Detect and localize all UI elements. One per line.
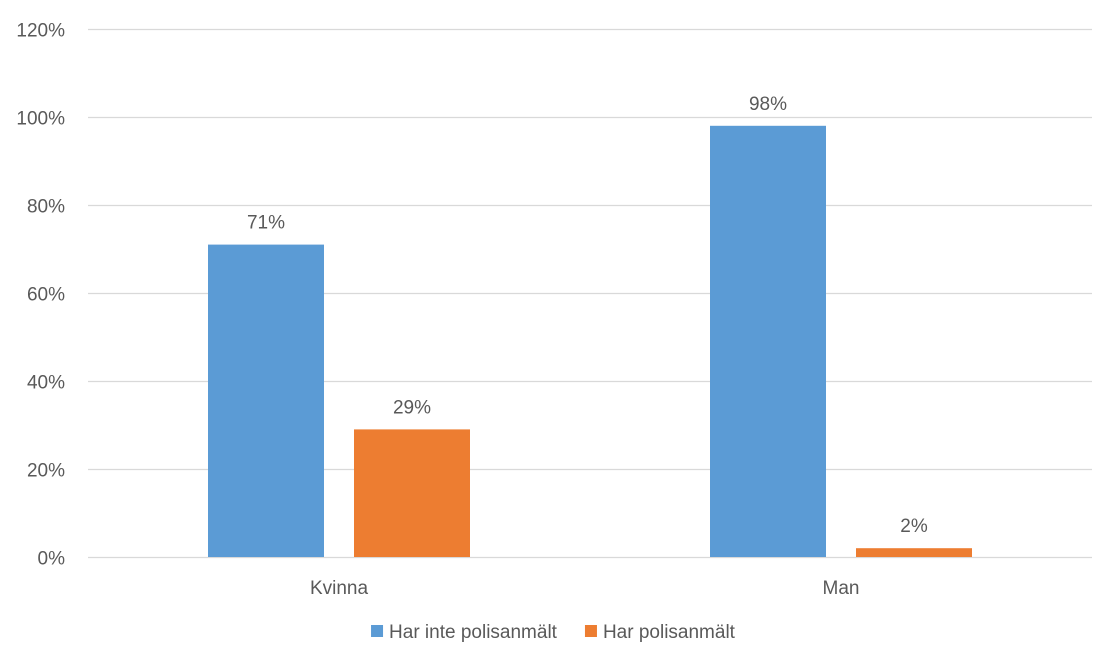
legend-label: Har polisanmält [603,622,736,643]
y-tick-label: 60% [27,285,65,306]
y-tick-label: 120% [16,21,65,42]
y-tick-label: 100% [16,109,65,130]
y-axis-ticks: 0% 20% 40% 60% 80% 100% 120% [16,21,65,570]
legend-item: Har polisanmält [584,622,736,643]
bar [710,125,826,558]
bar [856,548,972,557]
y-tick-label: 40% [27,373,65,394]
bars [208,125,972,558]
data-labels: 71% 29% 98% 2% [247,94,928,537]
y-tick-label: 0% [38,549,66,570]
legend: Har inte polisanmält Har polisanmält [371,622,736,643]
x-tick-label: Man [823,578,860,599]
legend-label: Har inte polisanmält [389,622,558,643]
legend-item: Har inte polisanmält [371,622,558,643]
legend-swatch [371,625,384,637]
y-tick-label: 20% [27,461,65,482]
data-label: 71% [247,213,285,234]
x-tick-label: Kvinna [310,578,369,599]
data-label: 98% [749,94,787,115]
data-label: 29% [393,397,431,418]
bar [354,429,470,557]
legend-swatch [584,625,597,637]
bar [208,244,324,557]
y-tick-label: 80% [27,197,65,218]
x-axis-ticks: Kvinna Man [310,578,860,599]
data-label: 2% [900,516,928,537]
